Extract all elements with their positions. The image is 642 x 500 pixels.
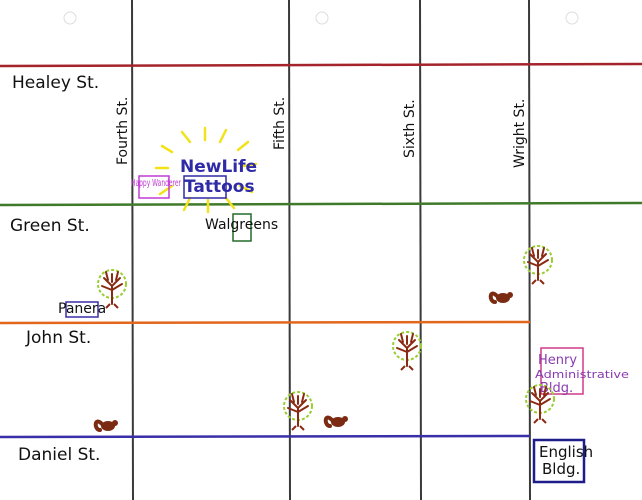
henry-admin-box [540,347,584,395]
fifth-st-line [288,0,291,500]
henry-admin-label-line2: Administrative [535,368,629,381]
punch-hole [565,11,579,25]
happy-wanderer-label: Happy Wanderer [131,178,182,189]
horizontal-streets [0,62,642,439]
happy-wanderer-box [138,175,170,199]
punch-hole [315,11,329,25]
walgreens-label: Walgreens [205,217,278,233]
healey-st-line [0,62,642,68]
henry-admin-label-line1: Henry [538,353,577,368]
squirrel-icon [488,290,515,305]
daniel-st-line [0,434,531,439]
wright-st-label: Wright St. [512,99,528,168]
english-bldg-box [532,438,586,484]
tree-icon [392,331,422,371]
fourth-st-label: Fourth St. [115,97,131,165]
newlife-tattoos-label-line1: NewLife [180,157,257,177]
panera-box [65,301,99,318]
daniel-st-label: Daniel St. [18,445,100,465]
fourth-st-line [131,0,134,500]
sun-glow-icon [154,126,258,214]
newlife-tattoos-label-line2: Tattoos [184,177,255,197]
squirrel-icon [93,418,120,433]
fifth-st-label: Fifth St. [272,97,288,150]
john-st-line [0,320,531,325]
panera-label: Panera [58,301,106,317]
john-st-label: John St. [25,328,91,348]
green-st-line [0,201,642,207]
sixth-st-label: Sixth St. [402,99,418,158]
punch-hole [63,11,77,25]
english-bldg-label-line2: Bldg. [542,460,580,478]
walgreens-box [232,213,252,242]
tree-icon [523,245,553,285]
tree-icon [283,391,313,431]
healey-st-label: Healey St. [12,73,99,93]
green-st-label: Green St. [10,216,90,236]
english-bldg-label-line1: English [539,443,593,461]
sixth-st-line [419,0,422,500]
squirrel-icon [323,414,350,429]
newlife-tattoos-box [183,175,227,199]
